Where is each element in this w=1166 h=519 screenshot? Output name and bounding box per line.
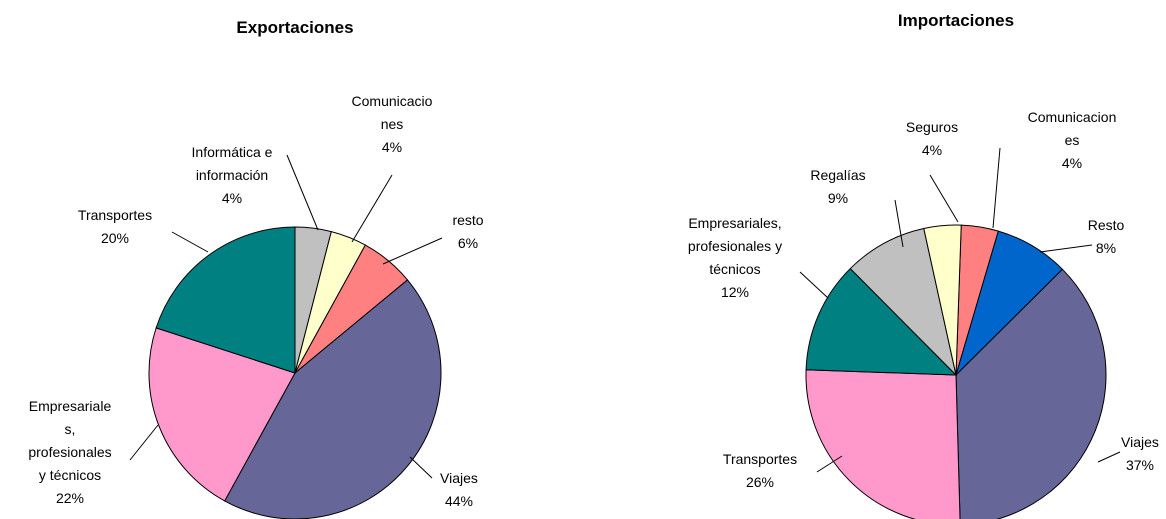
pie-slice <box>923 224 962 376</box>
leader-line <box>816 455 843 473</box>
leader-line <box>351 174 393 243</box>
pie-slice <box>955 268 1107 519</box>
value-label: 4% <box>222 190 242 206</box>
leader-line <box>929 174 959 223</box>
slice-label: Transportes <box>78 207 152 223</box>
value-label: 37% <box>1126 457 1154 473</box>
value-label: 20% <box>101 230 129 246</box>
leader-line <box>894 199 904 248</box>
value-label: 4% <box>1062 155 1082 171</box>
leader-line <box>286 154 319 231</box>
value-label: 12% <box>721 284 749 300</box>
value-label: 4% <box>922 142 942 158</box>
value-label: 44% <box>445 493 473 509</box>
value-label: 9% <box>828 190 848 206</box>
pie-slice <box>155 226 296 374</box>
value-label: 26% <box>746 474 774 490</box>
slice-label: Empresariales, profesionales y técnicos <box>688 215 782 277</box>
slice-label: Seguros <box>906 119 958 135</box>
value-label: 8% <box>1096 240 1116 256</box>
leader-line <box>799 271 829 299</box>
slice-label: Empresariale s, profesionales y técnicos <box>28 398 111 483</box>
value-label: 4% <box>382 139 402 155</box>
slice-label: Viajes <box>440 470 478 486</box>
value-label: 22% <box>56 490 84 506</box>
leader-line <box>1039 244 1093 253</box>
slice-label: Transportes <box>723 451 797 467</box>
leader-line <box>409 456 433 479</box>
value-label: 6% <box>458 235 478 251</box>
slice-label: Informática e información <box>192 144 273 183</box>
slice-label: Viajes <box>1121 434 1159 450</box>
chart-title: Exportaciones <box>236 18 353 37</box>
pie-slice <box>223 279 442 519</box>
slice-label: Regalías <box>810 167 865 183</box>
pie-slice <box>148 327 296 502</box>
pie-slice <box>805 267 958 376</box>
pie-slice <box>849 227 957 377</box>
slice-label: Resto <box>1088 217 1125 233</box>
leader-line <box>129 424 159 461</box>
slice-label: resto <box>452 212 483 228</box>
leader-line <box>992 147 1001 229</box>
leader-line <box>382 237 443 265</box>
pie-slice <box>805 369 961 519</box>
leader-line <box>171 231 209 253</box>
chart-title: Importaciones <box>898 11 1014 30</box>
leader-line <box>1097 451 1121 463</box>
